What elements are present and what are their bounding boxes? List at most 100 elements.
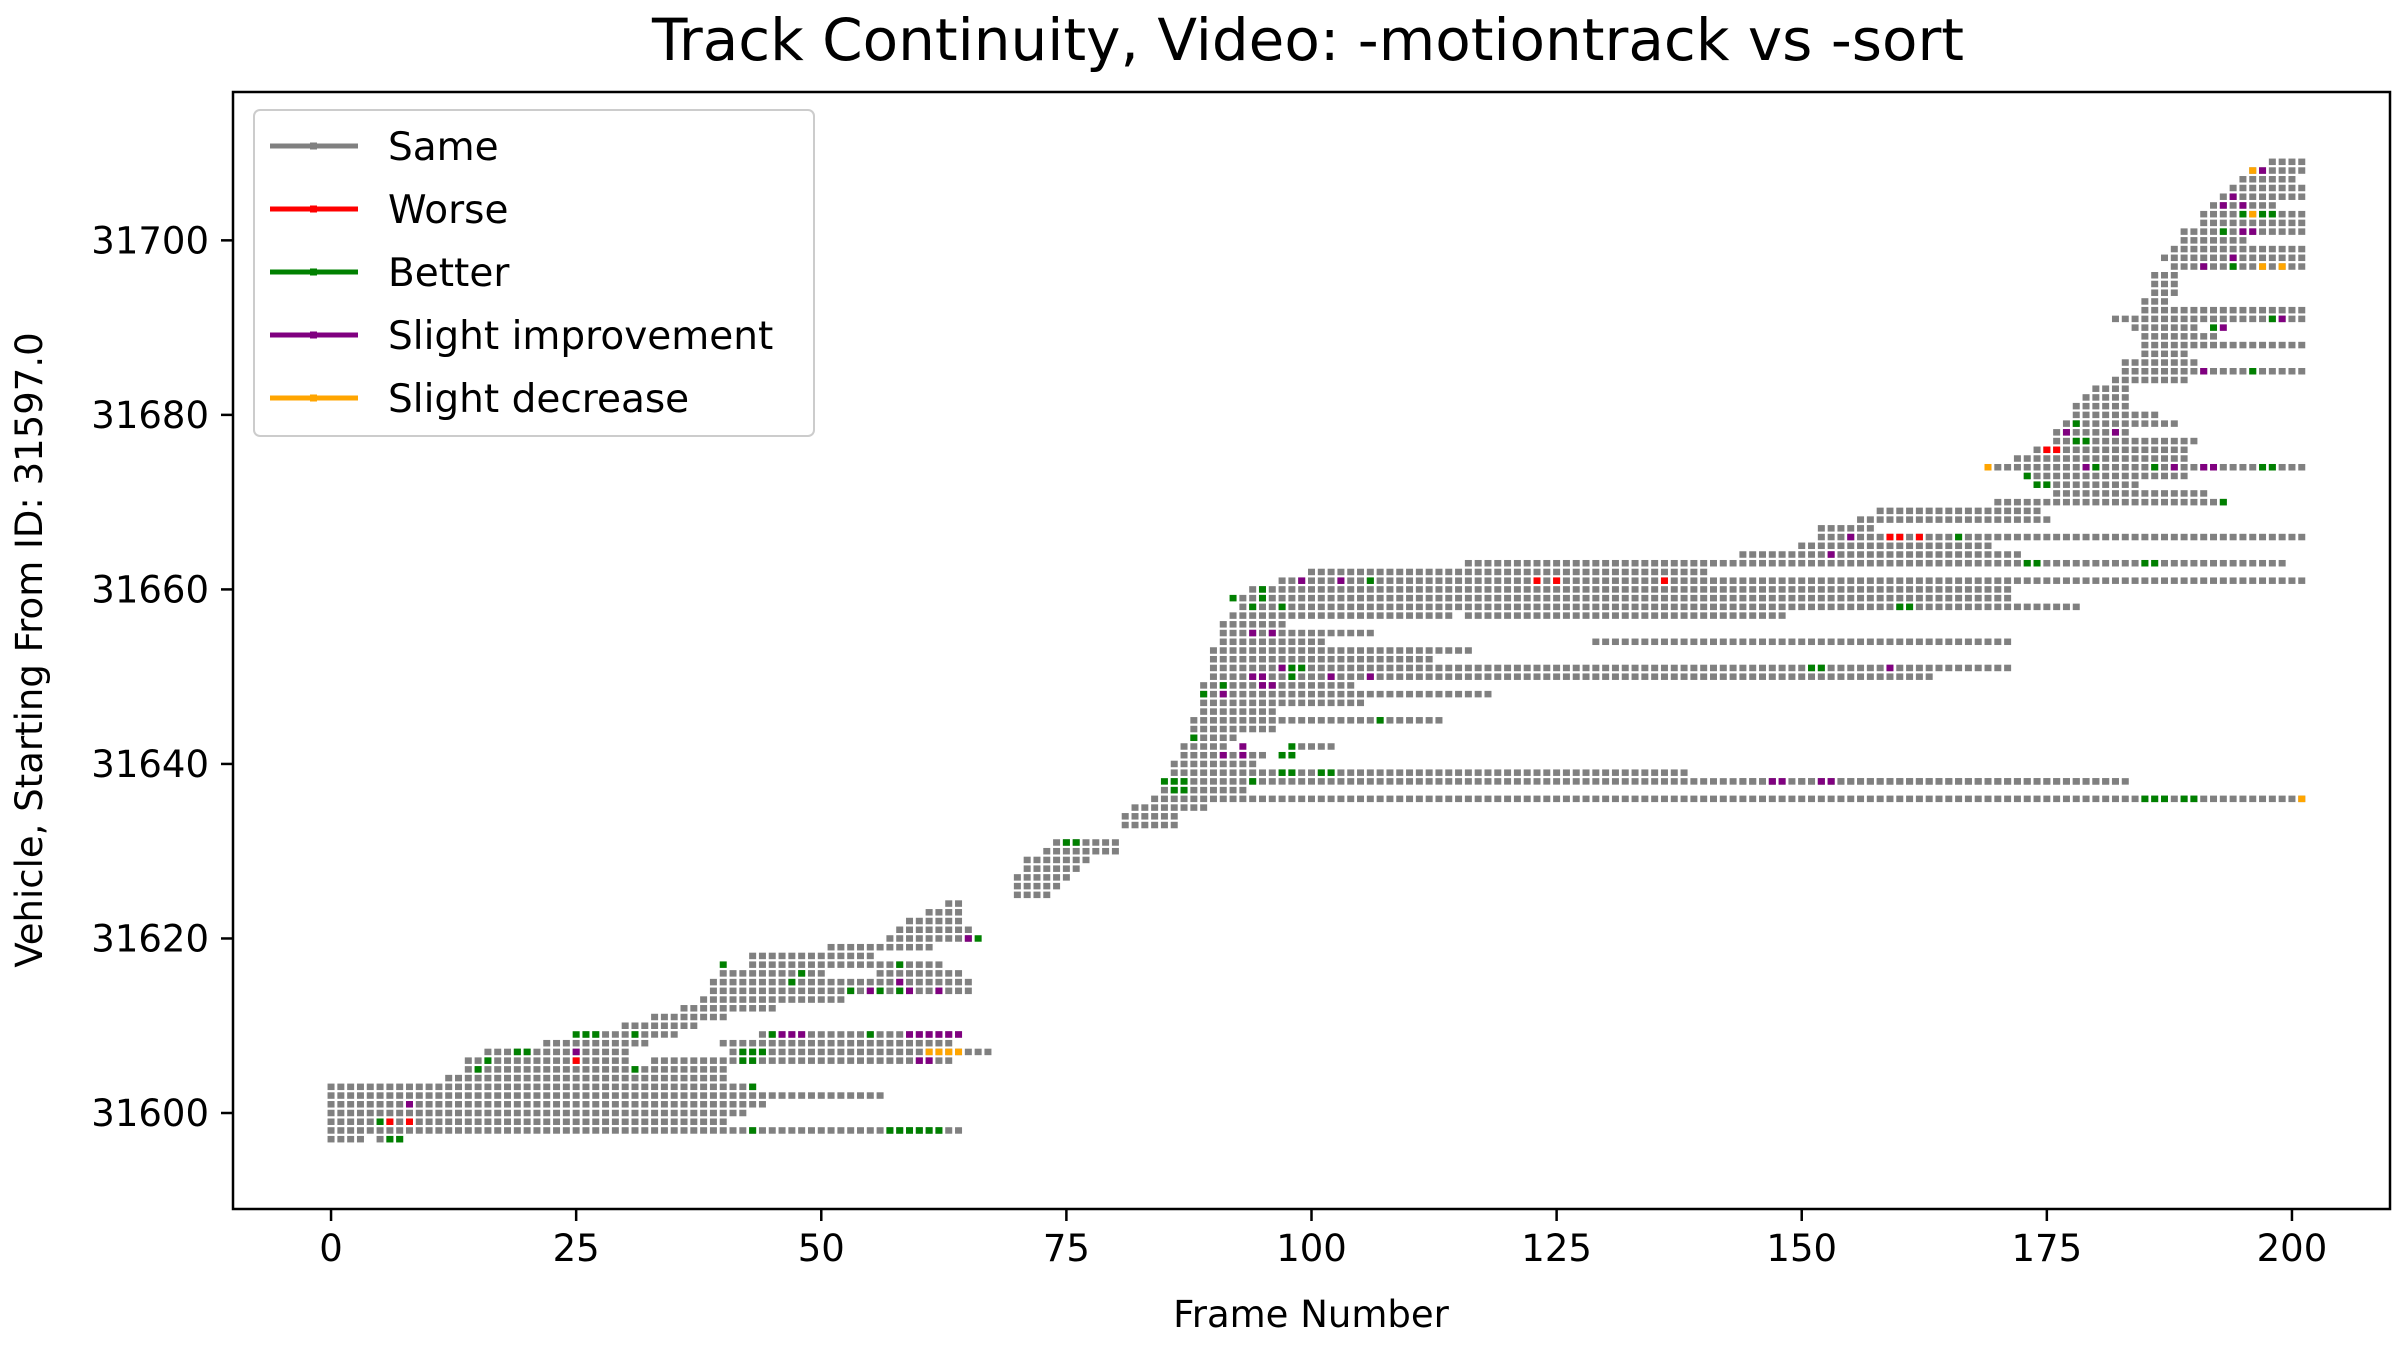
point-same xyxy=(1935,778,1943,785)
point-same xyxy=(1357,568,1365,576)
point-same xyxy=(1837,594,1845,602)
point-same xyxy=(1455,586,1463,593)
point-better xyxy=(2219,228,2227,235)
point-same xyxy=(2082,577,2090,584)
point-same xyxy=(1964,664,1972,672)
point-same xyxy=(2180,490,2188,497)
point-same xyxy=(2111,498,2119,506)
point-same xyxy=(1837,603,1845,611)
point-same xyxy=(1768,612,1776,619)
point-same xyxy=(1288,577,1296,584)
point-worse xyxy=(1533,577,1541,584)
point-same xyxy=(2298,167,2306,174)
point-same xyxy=(2180,306,2188,314)
point-same xyxy=(2219,463,2227,471)
point-same xyxy=(700,1005,708,1012)
point-same xyxy=(837,961,845,968)
point-same xyxy=(2141,298,2149,305)
point-same xyxy=(2288,254,2296,262)
point-same xyxy=(2219,263,2227,270)
point-same xyxy=(1778,594,1786,602)
point-same xyxy=(1798,586,1806,593)
point-same xyxy=(1729,603,1737,611)
point-slight-decrease xyxy=(925,1048,933,1056)
point-same xyxy=(455,1127,463,1134)
point-same xyxy=(1611,568,1619,576)
point-same xyxy=(1592,769,1600,776)
point-same xyxy=(2053,490,2061,497)
point-same xyxy=(474,1109,482,1117)
point-same xyxy=(729,1057,737,1064)
point-same xyxy=(651,1101,659,1108)
point-same xyxy=(1778,577,1786,584)
point-same xyxy=(582,1057,590,1064)
point-same xyxy=(2200,254,2208,262)
point-same xyxy=(1386,655,1394,663)
point-same xyxy=(1376,664,1384,672)
point-same xyxy=(1523,673,1531,680)
point-same xyxy=(1445,612,1453,619)
point-same xyxy=(1200,708,1208,715)
point-same xyxy=(2160,490,2168,497)
point-same xyxy=(2278,533,2286,541)
point-same xyxy=(1347,603,1355,611)
point-same xyxy=(925,961,933,968)
point-same xyxy=(1690,778,1698,785)
point-same xyxy=(1337,717,1345,724)
point-same xyxy=(2151,333,2159,340)
point-same xyxy=(1268,708,1276,715)
legend-label-better: Better xyxy=(388,251,510,296)
point-worse xyxy=(2043,446,2051,454)
point-same xyxy=(827,1031,835,1038)
point-same xyxy=(2259,533,2267,541)
point-same xyxy=(1994,638,2002,646)
point-same xyxy=(2259,341,2267,349)
point-same xyxy=(1327,717,1335,724)
point-same xyxy=(2170,359,2178,366)
point-same xyxy=(1190,717,1198,724)
point-same xyxy=(1317,664,1325,672)
point-same xyxy=(376,1109,384,1117)
point-same xyxy=(729,970,737,977)
point-same xyxy=(798,1048,806,1056)
legend-label-same: Same xyxy=(388,125,499,170)
point-slight-improvement xyxy=(964,935,972,942)
point-better xyxy=(2259,210,2267,218)
point-same xyxy=(1768,594,1776,602)
point-same xyxy=(2190,533,2198,541)
point-same xyxy=(1709,612,1717,619)
point-same xyxy=(1759,594,1767,602)
point-same xyxy=(778,987,786,995)
point-same xyxy=(641,1092,649,1099)
point-same xyxy=(1974,551,1982,558)
point-same xyxy=(1709,778,1717,785)
point-same xyxy=(886,935,894,942)
point-same xyxy=(1896,559,1904,567)
point-same xyxy=(1709,638,1717,646)
point-same xyxy=(2141,411,2149,419)
point-same xyxy=(651,1066,659,1073)
point-same xyxy=(621,1092,629,1099)
point-same xyxy=(2072,577,2080,584)
point-same xyxy=(2160,420,2168,427)
point-same xyxy=(1288,778,1296,785)
point-same xyxy=(1317,594,1325,602)
point-same xyxy=(464,1092,472,1099)
point-same xyxy=(2259,306,2267,314)
point-same xyxy=(641,1074,649,1082)
point-same xyxy=(1964,542,1972,550)
point-same xyxy=(1513,769,1521,776)
point-same xyxy=(817,1039,825,1047)
point-same xyxy=(1641,778,1649,785)
point-same xyxy=(1739,612,1747,619)
point-same xyxy=(356,1135,364,1143)
point-same xyxy=(1592,586,1600,593)
point-same xyxy=(1366,795,1374,803)
point-same xyxy=(1651,568,1659,576)
point-same xyxy=(2298,219,2306,227)
point-same xyxy=(1327,586,1335,593)
point-same xyxy=(484,1066,492,1073)
point-same xyxy=(602,1048,610,1056)
point-same xyxy=(1680,795,1688,803)
point-same xyxy=(2160,298,2168,305)
